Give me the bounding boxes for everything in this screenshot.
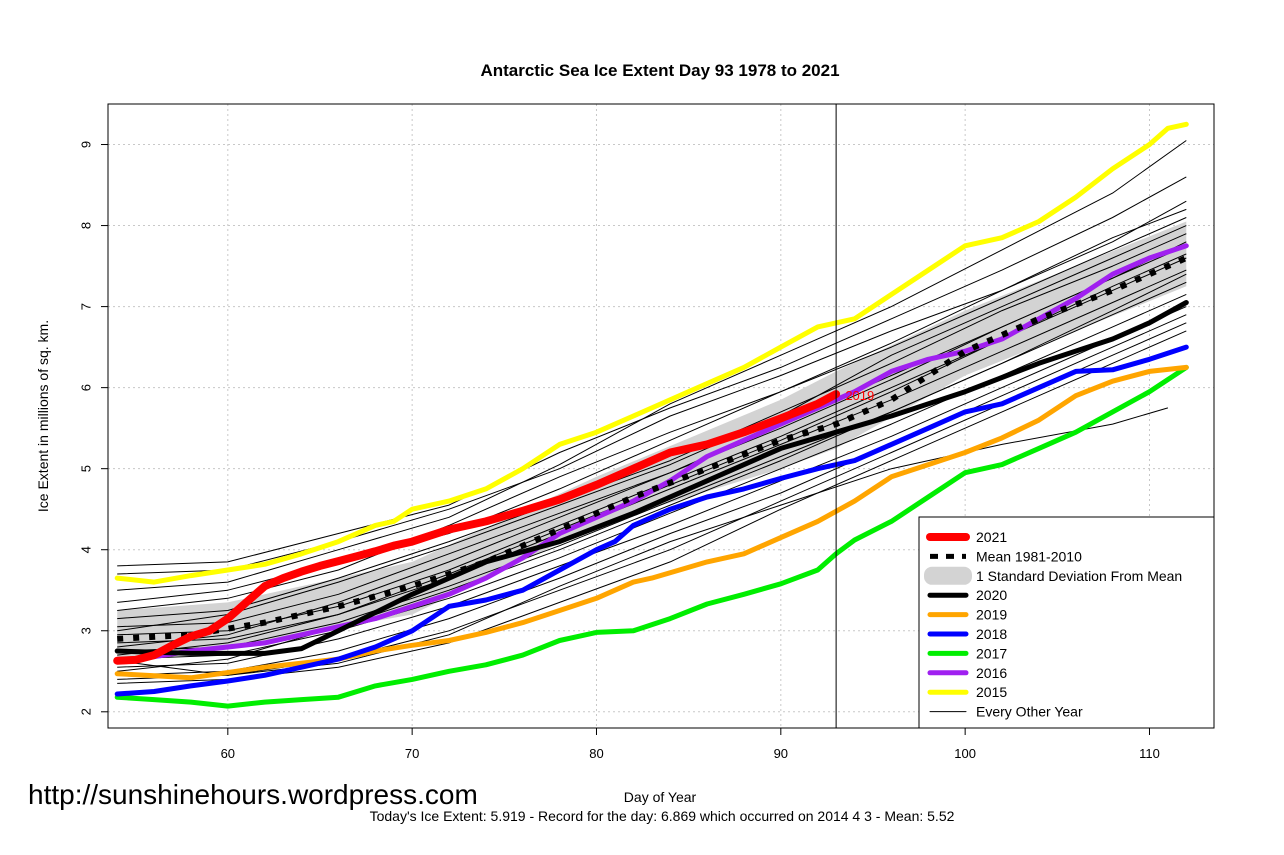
every-other-year-line-15 — [117, 225, 1187, 632]
series-line-2021 — [113, 390, 841, 665]
x-tick-label-100: 100 — [954, 746, 976, 761]
plot-frame — [107, 103, 1215, 729]
every-other-year-line-16 — [117, 241, 1187, 648]
y-tick-label-7: 7 — [79, 303, 94, 310]
legend-label-2019: 2019 — [976, 607, 1007, 623]
every-other-year-line-18 — [117, 273, 1187, 672]
legend-label-2017: 2017 — [976, 645, 1007, 661]
every-other-year-line-4 — [117, 233, 1187, 620]
y-tick-label-4: 4 — [79, 546, 94, 553]
footnote-stats: Today's Ice Extent: 5.919 - Record for t… — [370, 808, 955, 824]
series-line-mean-1981-2010 — [117, 255, 1188, 642]
series-line-2017 — [114, 364, 1189, 709]
every-other-year-line-13 — [117, 330, 1187, 684]
legend-label-2020: 2020 — [976, 587, 1007, 603]
y-axis-label: Ice Extent in millions of sq. km. — [35, 320, 51, 512]
legend: 2021 Mean 1981-2010 1 Standard Deviation F… — [918, 516, 1215, 729]
x-axis-label: Day of Year — [624, 789, 697, 805]
every-other-year-line-19 — [117, 140, 1187, 591]
legend-label-1-standard-deviation-from-mean: 1 Standard Deviation From Mean — [976, 568, 1182, 584]
y-tick-label-6: 6 — [79, 384, 94, 391]
every-other-year-line-2 — [117, 200, 1187, 575]
y-tick-label-8: 8 — [79, 222, 94, 229]
y-tick-label-2: 2 — [79, 708, 94, 715]
x-tick-label-70: 70 — [405, 746, 419, 761]
x-tick-label-110: 110 — [1139, 746, 1160, 761]
y-tick-label-5: 5 — [79, 465, 94, 472]
every-other-year-line-7 — [117, 269, 1187, 644]
every-other-year-lines — [117, 140, 1187, 684]
x-tick-label-80: 80 — [589, 746, 603, 761]
legend-label-2015: 2015 — [976, 684, 1007, 700]
every-other-year-line-14 — [117, 208, 1187, 611]
series-line-2019 — [114, 364, 1189, 681]
series-annotation: 2019 — [845, 388, 874, 403]
legend-label-2016: 2016 — [976, 665, 1007, 681]
watermark-url: http://sunshinehours.wordpress.com — [28, 779, 478, 810]
every-other-year-line-1 — [117, 176, 1187, 567]
x-axis-ticks: 60 70 80 90 100 110 — [221, 728, 1160, 761]
legend-label-2021: 2021 — [976, 529, 1007, 545]
series-line-2015 — [114, 121, 1189, 585]
legend-label-mean-1981-2010: Mean 1981-2010 — [976, 548, 1082, 564]
y-axis-ticks: 2 3 4 5 6 7 8 9 — [79, 141, 108, 715]
every-other-year-line-11 — [117, 314, 1187, 676]
series-line-2020 — [114, 300, 1189, 656]
legend-swatch-1-standard-deviation-from-mean — [924, 566, 972, 585]
legend-label-2018: 2018 — [976, 626, 1007, 642]
x-tick-label-60: 60 — [221, 746, 235, 761]
y-tick-label-9: 9 — [79, 141, 94, 148]
every-other-year-line-8 — [117, 281, 1187, 652]
series-line-2018 — [114, 344, 1189, 697]
y-tick-label-3: 3 — [79, 627, 94, 634]
x-tick-label-90: 90 — [774, 746, 788, 761]
legend-label-every-other-year: Every Other Year — [976, 704, 1083, 720]
chart-title: Antarctic Sea Ice Extent Day 93 1978 to … — [480, 61, 839, 80]
every-other-year-line-9 — [117, 293, 1187, 660]
series-lines — [113, 121, 1189, 709]
